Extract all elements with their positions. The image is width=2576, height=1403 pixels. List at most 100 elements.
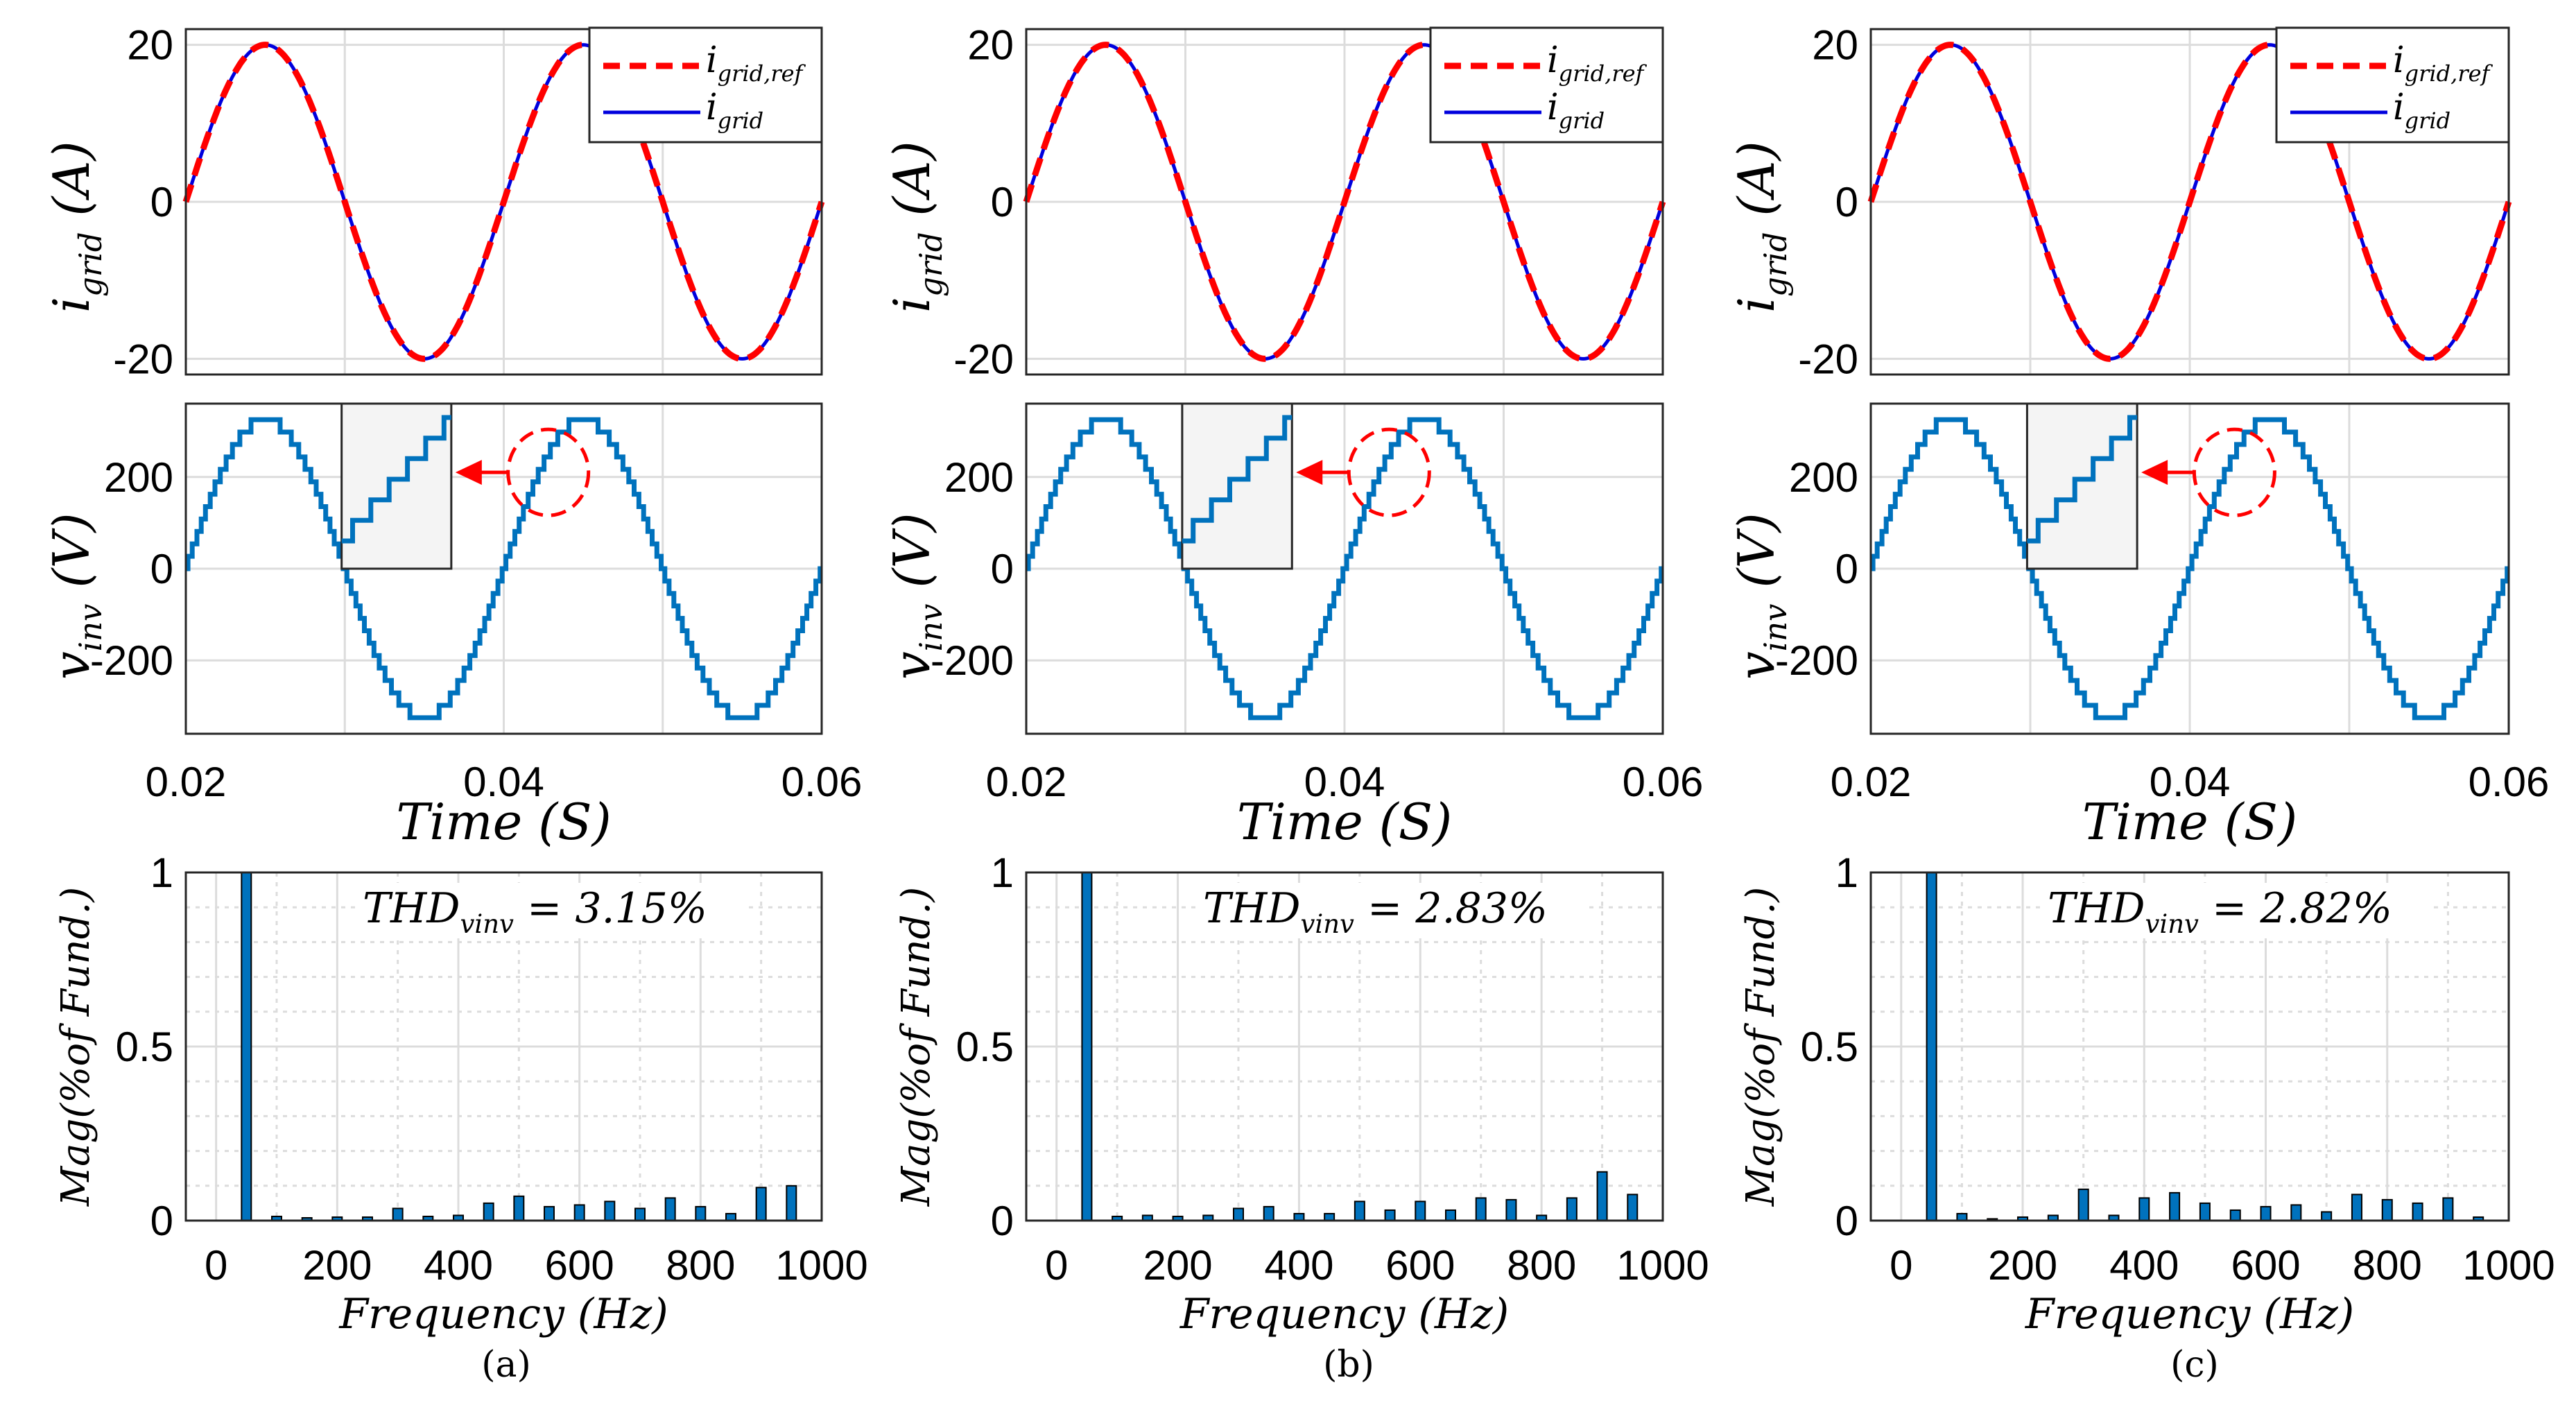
- zoom-arrow-head: [455, 460, 482, 485]
- tick-label: 0: [1835, 179, 1858, 225]
- y-axis-label: igrid (A): [883, 141, 949, 313]
- thd-annotation: THDvinv = 2.83%: [1200, 883, 1588, 939]
- thd-value-label: THDvinv = 2.83%: [1203, 884, 1548, 939]
- axes-box: [1025, 402, 1664, 735]
- spectrum-bar: [2199, 1202, 2211, 1222]
- inset-box: [340, 402, 453, 570]
- inset-box: [2025, 402, 2138, 570]
- spectrum-bar: [2321, 1211, 2333, 1221]
- tick-label: 0.06: [781, 759, 863, 805]
- spectrum-bar: [1263, 1205, 1274, 1222]
- tick-label: 0: [1890, 1242, 1912, 1289]
- axes-box: [1025, 871, 1664, 1222]
- spectrum-bar: [2381, 1198, 2393, 1222]
- tick-label: 800: [1507, 1242, 1576, 1289]
- vinv-staircase-line: [1870, 417, 2510, 721]
- spectrum-plot: 1 0.5 00 200 400 600 800 1000 Frequency (Hz) Mag(…: [894, 850, 1709, 1339]
- spectrum-bar: [1293, 1212, 1305, 1221]
- tick-label: 0: [1045, 1242, 1068, 1289]
- axes-box: [1025, 28, 1664, 376]
- thd-value-label: THDvinv = 2.82%: [2048, 884, 2392, 939]
- tick-label: 0.04: [1304, 759, 1385, 805]
- spectrum-bar: [725, 1212, 736, 1221]
- tick-label: 1000: [775, 1242, 867, 1289]
- x-axis-label: Frequency (Hz): [338, 1290, 668, 1339]
- y-axis-label: igrid (A): [1727, 141, 1794, 313]
- tick-label: 0.06: [2469, 759, 2550, 805]
- spectrum-bar: [2290, 1204, 2302, 1222]
- tick-label: 0: [150, 1198, 173, 1244]
- spectrum-bar: [392, 1207, 404, 1222]
- x-axis-label: Time (S): [2082, 793, 2297, 851]
- tick-label: 0: [1835, 1198, 1858, 1244]
- spectrum-bar: [604, 1200, 616, 1222]
- tick-label: 200: [104, 454, 173, 501]
- legend-label-measured: igrid: [2393, 87, 2450, 134]
- tick-label: 1: [1835, 850, 1858, 896]
- spectrum-bar: [1596, 1171, 1608, 1221]
- thd-annotation: THDvinv = 3.15%: [359, 883, 747, 939]
- spectrum-bar: [695, 1205, 707, 1222]
- tick-label: -200: [1775, 637, 1858, 684]
- y-axis-label: vinv (V): [1727, 513, 1794, 680]
- spectrum-bar: [544, 1205, 555, 1222]
- tick-label: -20: [1798, 336, 1858, 382]
- spectrum-bar: [1926, 872, 1937, 1221]
- tick-label: 20: [127, 22, 173, 69]
- zoom-inset: [340, 402, 453, 570]
- y-axis-label: Mag(%of Fund.): [1738, 887, 1783, 1207]
- spectrum-bar: [483, 1202, 494, 1222]
- zoom-inset: [1181, 402, 1293, 570]
- spectrum-bar: [2412, 1202, 2423, 1222]
- tick-label: 0.02: [1831, 759, 1912, 805]
- tick-label: 800: [666, 1242, 735, 1289]
- tick-label: 600: [545, 1242, 614, 1289]
- x-axis-label: Frequency (Hz): [1179, 1290, 1509, 1339]
- panel-caption: (a): [481, 1344, 531, 1386]
- tick-label: -200: [931, 637, 1014, 684]
- spectrum-bar: [1475, 1197, 1487, 1221]
- spectrum-bar: [241, 872, 252, 1221]
- spectrum-bar: [2229, 1209, 2241, 1221]
- spectrum-bar: [1384, 1209, 1396, 1221]
- panel-caption: (c): [2170, 1344, 2219, 1386]
- voltage-plot: 200 0 -200 0.02 0.04 0.06 vinv (V) Time (S): [42, 402, 863, 851]
- vinv-staircase-line: [1026, 417, 1664, 721]
- tick-label: 200: [1143, 1242, 1213, 1289]
- legend-box: [1429, 26, 1664, 144]
- thd-annotation-bg: [359, 883, 747, 938]
- tick-label: 600: [2231, 1242, 2300, 1289]
- voltage-plot: 200 0 -200 0.02 0.04 0.06 vinv (V) Time (S): [1727, 402, 2550, 851]
- spectrum-bar: [573, 1204, 585, 1222]
- zoom-highlight-circle: [506, 427, 591, 517]
- x-axis-label: Frequency (Hz): [2025, 1290, 2354, 1339]
- spectrum-bar: [1415, 1200, 1426, 1222]
- spectrum-plot: 1 0.5 00 200 400 600 800 1000 Frequency (Hz) Mag(…: [1738, 850, 2555, 1339]
- tick-label: 400: [424, 1242, 493, 1289]
- axes-box: [184, 871, 823, 1222]
- tick-label: 0.04: [463, 759, 544, 805]
- tick-label: 0.02: [146, 759, 227, 805]
- tick-label: 600: [1385, 1242, 1455, 1289]
- thd-annotation-bg: [2044, 883, 2432, 938]
- legend-label-measured: igrid: [1547, 87, 1605, 134]
- legend-box: [588, 26, 823, 144]
- series-line-reference: [1867, 42, 2512, 362]
- tick-label: 200: [1988, 1242, 2057, 1289]
- tick-label: 0.02: [986, 759, 1067, 805]
- spectrum-bar: [664, 1197, 676, 1221]
- tick-label: 0.5: [956, 1024, 1014, 1070]
- zoom-arrow-head: [2141, 460, 2168, 485]
- zoom-arrow-head: [1296, 460, 1323, 485]
- thd-annotation: THDvinv = 2.82%: [2044, 883, 2432, 939]
- x-axis-label: Time (S): [396, 793, 611, 851]
- tick-label: 200: [1789, 454, 1858, 501]
- tick-label: 0.5: [116, 1024, 173, 1070]
- legend-label-reference: igrid,ref: [706, 40, 806, 87]
- spectrum-bar: [1627, 1194, 1639, 1221]
